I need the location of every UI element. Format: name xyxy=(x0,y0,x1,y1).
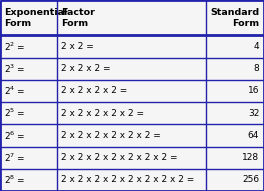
Text: 2 x 2 x 2 =: 2 x 2 x 2 = xyxy=(61,64,110,73)
Text: $2^6$ =: $2^6$ = xyxy=(4,129,26,142)
Text: Standard
Form: Standard Form xyxy=(210,8,259,28)
Text: $2^4$ =: $2^4$ = xyxy=(4,85,26,97)
Text: $2^3$ =: $2^3$ = xyxy=(4,62,26,75)
Text: 8: 8 xyxy=(253,64,259,73)
Text: 2 x 2 x 2 x 2 x 2 =: 2 x 2 x 2 x 2 x 2 = xyxy=(61,109,144,118)
Text: 16: 16 xyxy=(248,87,259,96)
Text: 2 x 2 =: 2 x 2 = xyxy=(61,42,93,51)
Text: 2 x 2 x 2 x 2 x 2 x 2 =: 2 x 2 x 2 x 2 x 2 x 2 = xyxy=(61,131,161,140)
Text: 2 x 2 x 2 x 2 x 2 x 2 x 2 =: 2 x 2 x 2 x 2 x 2 x 2 x 2 = xyxy=(61,153,177,162)
Text: $2^7$ =: $2^7$ = xyxy=(4,151,26,164)
Text: $2^8$ =: $2^8$ = xyxy=(4,174,26,186)
Text: 2 x 2 x 2 x 2 =: 2 x 2 x 2 x 2 = xyxy=(61,87,127,96)
Text: 128: 128 xyxy=(242,153,259,162)
Text: Exponential
Form: Exponential Form xyxy=(4,8,67,28)
Text: 4: 4 xyxy=(254,42,259,51)
Text: $2^2$ =: $2^2$ = xyxy=(4,40,26,53)
Text: 32: 32 xyxy=(248,109,259,118)
Text: 256: 256 xyxy=(242,175,259,184)
Text: 64: 64 xyxy=(248,131,259,140)
Text: $2^5$ =: $2^5$ = xyxy=(4,107,26,119)
Text: 2 x 2 x 2 x 2 x 2 x 2 x 2 x 2 =: 2 x 2 x 2 x 2 x 2 x 2 x 2 x 2 = xyxy=(61,175,194,184)
Text: Factor
Form: Factor Form xyxy=(61,8,95,28)
